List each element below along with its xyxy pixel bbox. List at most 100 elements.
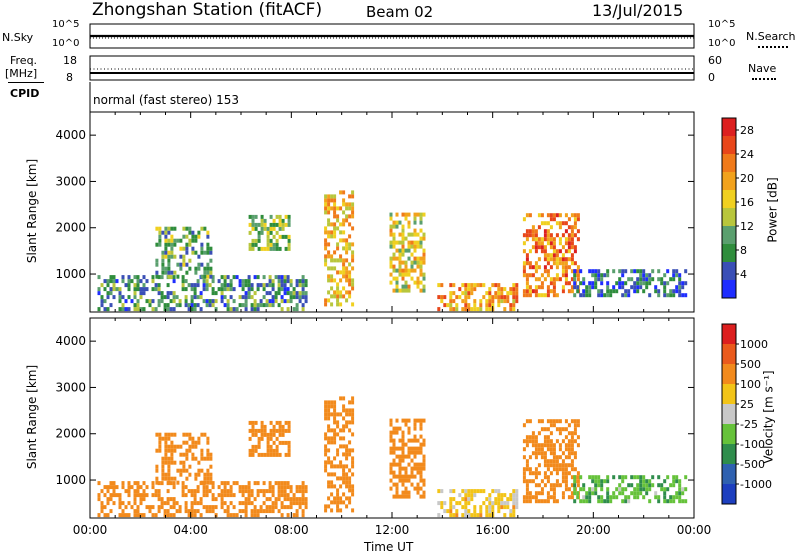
heatmap-cell bbox=[488, 295, 492, 300]
heatmap-cell bbox=[339, 460, 343, 465]
heatmap-cell bbox=[449, 291, 453, 296]
heatmap-cell bbox=[515, 505, 519, 510]
heatmap-cell bbox=[422, 458, 426, 463]
heatmap-cell bbox=[157, 505, 161, 510]
heatmap-cell bbox=[534, 249, 538, 254]
heatmap-cell bbox=[170, 432, 174, 437]
heatmap-cell bbox=[588, 285, 592, 290]
heatmap-cell bbox=[570, 213, 574, 218]
heatmap-cell bbox=[142, 497, 146, 502]
heatmap-cell bbox=[133, 489, 137, 494]
heatmap-cell bbox=[528, 229, 532, 234]
heatmap-cell bbox=[675, 269, 679, 274]
heatmap-cell bbox=[121, 307, 125, 312]
heatmap-cell bbox=[552, 261, 556, 266]
heatmap-cell bbox=[678, 479, 682, 484]
heatmap-cell bbox=[413, 422, 417, 427]
heatmap-cell bbox=[342, 468, 346, 473]
heatmap-cell bbox=[342, 436, 346, 441]
heatmap-cell bbox=[330, 234, 334, 239]
heatmap-cell bbox=[552, 293, 556, 298]
heatmap-cell bbox=[200, 274, 204, 279]
heatmap-cell bbox=[567, 233, 571, 238]
heatmap-cell bbox=[164, 456, 168, 461]
heatmap-cell bbox=[525, 253, 529, 258]
heatmap-cell bbox=[155, 274, 159, 279]
heatmap-cell bbox=[269, 230, 273, 235]
heatmap-cell bbox=[333, 202, 337, 207]
heatmap-cell bbox=[112, 283, 116, 288]
heatmap-cell bbox=[351, 250, 355, 255]
heatmap-cell bbox=[327, 480, 331, 485]
heatmap-cell bbox=[327, 278, 331, 283]
heatmap-cell bbox=[333, 428, 337, 433]
heatmap-cell bbox=[351, 194, 355, 199]
heatmap-cell bbox=[178, 505, 182, 510]
y-tick-label: 4000 bbox=[55, 128, 86, 142]
heatmap-cell bbox=[573, 277, 577, 282]
heatmap-cell bbox=[564, 249, 568, 254]
heatmap-cell bbox=[639, 277, 643, 282]
freq-tick-top: 18 bbox=[63, 54, 77, 67]
heatmap-cell bbox=[684, 475, 688, 480]
cpid-rule bbox=[8, 82, 44, 83]
heatmap-cell bbox=[103, 287, 107, 292]
heatmap-cell bbox=[345, 456, 349, 461]
heatmap-cell bbox=[528, 293, 532, 298]
heatmap-cell bbox=[479, 283, 483, 288]
heatmap-cell bbox=[170, 242, 174, 247]
heatmap-cell bbox=[179, 444, 183, 449]
heatmap-cell bbox=[161, 262, 165, 267]
heatmap-cell bbox=[203, 270, 207, 275]
heatmap-cell bbox=[407, 446, 411, 451]
heatmap-cell bbox=[327, 230, 331, 235]
heatmap-cell bbox=[401, 260, 405, 265]
heatmap-cell bbox=[570, 483, 574, 488]
heatmap-cell bbox=[470, 513, 474, 518]
heatmap-cell bbox=[410, 276, 414, 281]
heatmap-cell bbox=[392, 288, 396, 293]
heatmap-cell bbox=[570, 439, 574, 444]
heatmap-cell bbox=[176, 262, 180, 267]
heatmap-cell bbox=[473, 493, 477, 498]
heatmap-cell bbox=[280, 307, 284, 312]
heatmap-cell bbox=[546, 427, 550, 432]
heatmap-cell bbox=[576, 217, 580, 222]
heatmap-cell bbox=[203, 472, 207, 477]
heatmap-cell bbox=[167, 480, 171, 485]
heatmap-cell bbox=[274, 505, 278, 510]
heatmap-cell bbox=[404, 474, 408, 479]
heatmap-cell bbox=[479, 303, 483, 308]
heatmap-cell bbox=[179, 266, 183, 271]
heatmap-cell bbox=[657, 499, 661, 504]
heatmap-cell bbox=[636, 269, 640, 274]
heatmap-cell bbox=[251, 420, 255, 425]
heatmap-cell bbox=[272, 424, 276, 429]
heatmap-cell bbox=[675, 273, 679, 278]
heatmap-cell bbox=[106, 489, 110, 494]
heatmap-cell bbox=[257, 428, 261, 433]
heatmap-cell bbox=[528, 495, 532, 500]
heatmap-cell bbox=[470, 497, 474, 502]
heatmap-cell bbox=[345, 484, 349, 489]
heatmap-cell bbox=[112, 501, 116, 506]
heatmap-cell bbox=[298, 299, 302, 304]
heatmap-cell bbox=[112, 489, 116, 494]
heatmap-cell bbox=[181, 279, 185, 284]
heatmap-cell bbox=[543, 435, 547, 440]
heatmap-cell bbox=[286, 275, 290, 280]
heatmap-cell bbox=[260, 218, 264, 223]
heatmap-cell bbox=[546, 447, 550, 452]
heatmap-cell bbox=[339, 290, 343, 295]
heatmap-cell bbox=[295, 279, 299, 284]
heatmap-cell bbox=[164, 234, 168, 239]
heatmap-cell bbox=[281, 440, 285, 445]
heatmap-cell bbox=[287, 428, 291, 433]
heatmap-cell bbox=[558, 419, 562, 424]
heatmap-cell bbox=[555, 427, 559, 432]
heatmap-cell bbox=[558, 249, 562, 254]
heatmap-cell bbox=[669, 483, 673, 488]
heatmap-cell bbox=[570, 253, 574, 258]
heatmap-cell bbox=[624, 293, 628, 298]
heatmap-cell bbox=[151, 493, 155, 498]
